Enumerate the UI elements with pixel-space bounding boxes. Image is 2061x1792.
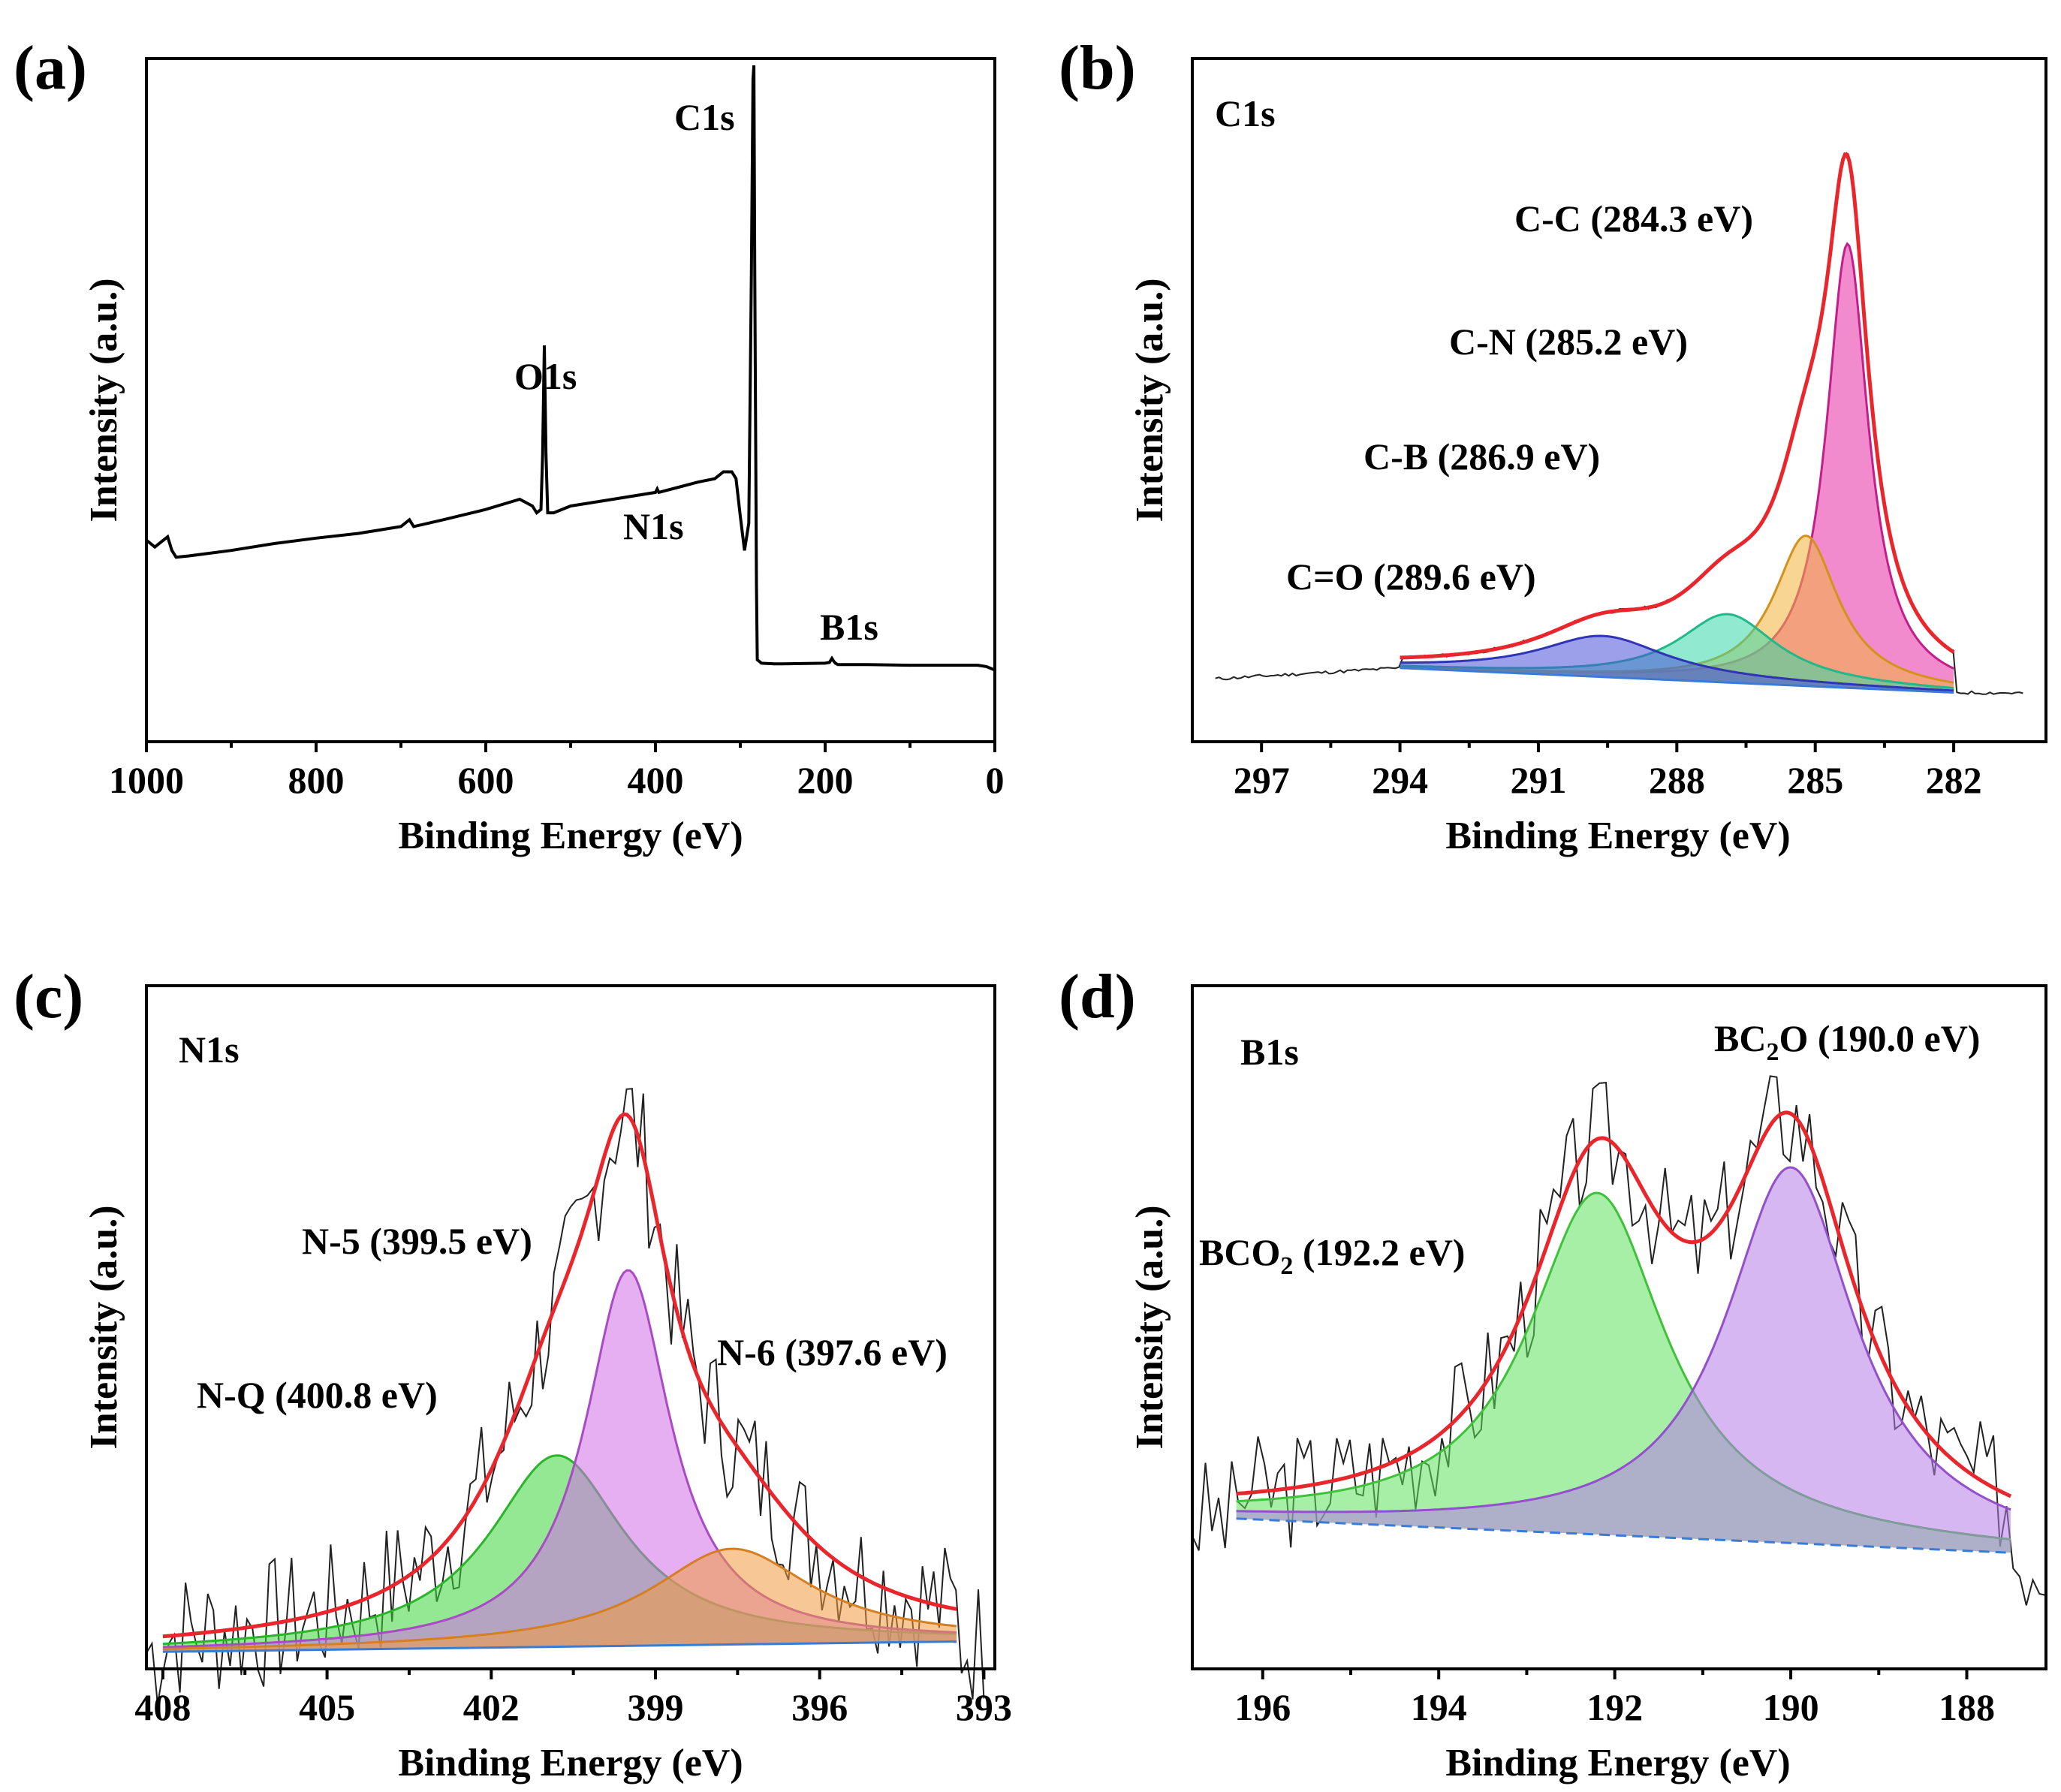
x-tick-label-396: 396 — [791, 1686, 848, 1728]
panel-d-xlabel: Binding Energy (eV) — [1445, 1742, 1790, 1784]
annotation-co: C=O (289.6 eV) — [1286, 556, 1536, 598]
annotation-cb: C-B (286.9 eV) — [1363, 435, 1600, 477]
panel-c-plot-area — [146, 1088, 985, 1705]
raw-data-line — [146, 1088, 985, 1705]
component-fill-1 — [1236, 1167, 2011, 1553]
panel-a-tag: (a) — [14, 33, 87, 103]
panel-b-tag: (b) — [1059, 33, 1136, 103]
x-tick-label-405: 405 — [299, 1686, 355, 1728]
x-tick-label-1000: 1000 — [109, 759, 184, 801]
panel-a-x-axis: 1000 800 600 400 200 0 — [109, 742, 1005, 801]
x-tick-label-288: 288 — [1649, 759, 1705, 801]
x-tick-label-408: 408 — [134, 1686, 191, 1728]
annotation-n1s: N1s — [623, 505, 684, 547]
panel-d-b1s: (d) 196 194 192 190 188 B1s Binding Energy (… — [1059, 962, 2047, 1784]
x-tick-label-294: 294 — [1372, 759, 1428, 801]
panel-b-plot-area — [1215, 152, 2023, 695]
panel-b-ylabel: Intensity (a.u.) — [1128, 278, 1171, 522]
x-tick-label-402: 402 — [463, 1686, 520, 1728]
panel-c-frame — [145, 984, 996, 1670]
x-tick-label-800: 800 — [288, 759, 345, 801]
envelope-fit-line — [1236, 1110, 2012, 1498]
panel-b-frame — [1191, 57, 2047, 743]
annotation-b1s: B1s — [820, 606, 878, 648]
baseline-line — [1236, 1517, 2011, 1554]
x-tick-label-399: 399 — [628, 1686, 684, 1728]
x-tick-label-297: 297 — [1234, 759, 1290, 801]
component-fill-1 — [162, 1270, 957, 1652]
component-line-3 — [1400, 634, 1954, 692]
x-tick-label-196: 196 — [1234, 1686, 1291, 1728]
survey-series-line — [145, 65, 996, 672]
x-tick-label-291: 291 — [1510, 759, 1566, 801]
panel-d-x-axis: 196 194 192 190 188 — [1234, 1669, 1995, 1728]
x-tick-label-200: 200 — [797, 759, 854, 801]
annotation-n5: N-5 (399.5 eV) — [302, 1220, 532, 1262]
component-fill-2 — [162, 1549, 957, 1652]
annotation-n6: N-6 (397.6 eV) — [717, 1331, 948, 1373]
x-tick-label-393: 393 — [956, 1686, 1012, 1728]
component-line-2 — [162, 1547, 957, 1650]
x-tick-label-600: 600 — [458, 759, 514, 801]
annotation-c1s: C1s — [674, 96, 735, 138]
envelope-fit-line — [162, 1112, 957, 1639]
x-tick-label-285: 285 — [1787, 759, 1843, 801]
panel-b-c1s: (b) 297 294 291 288 285 282 C1s Binding Energ… — [1059, 33, 2047, 857]
panel-d-ylabel: Intensity (a.u.) — [1128, 1205, 1171, 1449]
panel-d-title: B1s — [1240, 1031, 1299, 1073]
panel-a-xlabel: Binding Energy (eV) — [398, 815, 743, 857]
baseline-line — [162, 1640, 957, 1653]
x-tick-label-190: 190 — [1763, 1686, 1819, 1728]
x-tick-label-400: 400 — [628, 759, 684, 801]
x-tick-label-188: 188 — [1939, 1686, 1995, 1728]
annotation-cn: C-N (285.2 eV) — [1449, 321, 1688, 363]
annotation-o1s: O1s — [514, 355, 577, 397]
x-tick-label-192: 192 — [1586, 1686, 1643, 1728]
annotation-cc: C-C (284.3 eV) — [1514, 197, 1753, 239]
panel-b-title: C1s — [1215, 92, 1276, 134]
panel-c-title: N1s — [179, 1029, 240, 1071]
x-tick-label-282: 282 — [1926, 759, 1982, 801]
component-line-1 — [1236, 1166, 2011, 1513]
x-tick-label-0: 0 — [986, 759, 1005, 801]
panel-d-tag: (d) — [1059, 962, 1136, 1032]
panel-b-x-axis: 297 294 291 288 285 282 — [1234, 742, 1982, 801]
panel-c-x-axis: 408 405 402 399 396 393 — [134, 1669, 1012, 1728]
panel-d-frame — [1191, 984, 2047, 1670]
envelope-fit-line — [1400, 152, 1955, 660]
panel-a-plot-area — [145, 65, 996, 672]
component-fill-0 — [1236, 1193, 2011, 1553]
panel-a-survey: (a) 1000 800 600 400 200 0 Binding Energy (eV… — [14, 33, 1005, 857]
panel-d-plot-area — [1192, 1075, 2047, 1606]
annotation-nq: N-Q (400.8 eV) — [197, 1374, 438, 1416]
x-tick-label-194: 194 — [1411, 1686, 1467, 1728]
panel-c-n1s: (c) 408 405 402 399 396 393 N1s Binding Energ… — [14, 962, 1012, 1784]
panel-c-ylabel: Intensity (a.u.) — [83, 1205, 125, 1449]
annotation-bc2o: BC2O (190.0 eV) — [1714, 1017, 1980, 1066]
component-fill-1 — [1400, 535, 1954, 693]
panel-a-ylabel: Intensity (a.u.) — [83, 278, 125, 522]
panel-b-xlabel: Binding Energy (eV) — [1445, 815, 1790, 857]
baseline-line — [1400, 667, 1954, 694]
annotation-bco2: BCO2 (192.2 eV) — [1199, 1231, 1465, 1280]
panel-c-xlabel: Binding Energy (eV) — [398, 1742, 743, 1784]
panel-c-tag: (c) — [14, 962, 83, 1032]
